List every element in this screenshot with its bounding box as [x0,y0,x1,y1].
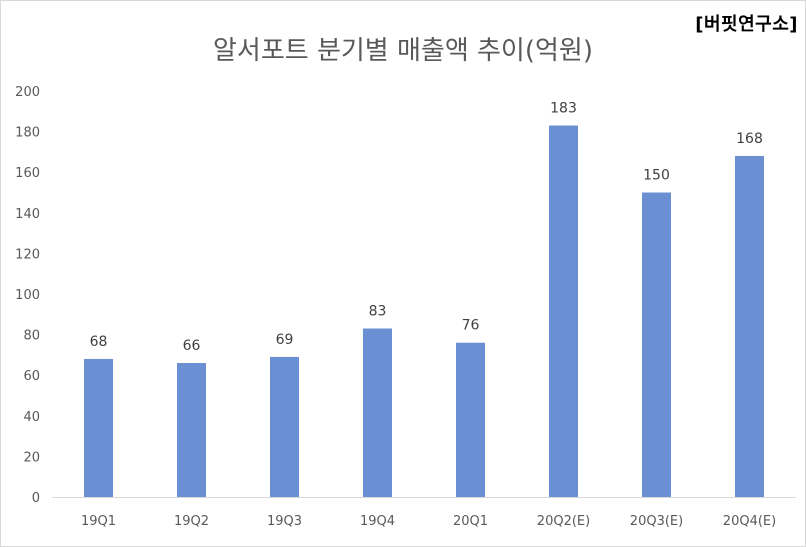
data-label: 76 [462,318,480,334]
data-label: 83 [369,304,387,320]
y-tick-label: 120 [15,247,40,262]
y-tick-label: 0 [32,491,40,506]
brand-label: [버핏연구소] [695,14,798,35]
bar-20Q2(E) [549,125,578,497]
x-tick-label: 19Q2 [174,514,209,529]
bar-20Q1 [456,342,485,497]
bars [84,125,764,497]
y-tick-label: 180 [15,126,40,141]
x-tick-label: 20Q4(E) [723,514,776,529]
y-tick-label: 80 [23,329,40,344]
data-label: 168 [736,131,763,147]
data-label: 68 [90,334,108,350]
bar-19Q4 [363,328,392,497]
y-tick-label: 160 [15,166,40,181]
x-tick-label: 20Q3(E) [630,514,683,529]
x-tick-label: 19Q4 [360,514,395,529]
y-tick-label: 40 [23,410,40,425]
data-label: 183 [550,101,577,117]
data-label: 69 [276,332,294,348]
data-labels: 68 66 69 83 76 183 150 168 [90,101,763,355]
bar-19Q1 [84,358,113,497]
y-axis-ticks: 0 20 40 60 80 100 120 140 160 180 200 [15,85,40,506]
y-tick-label: 60 [23,369,40,384]
bar-19Q3 [270,356,299,497]
bar-20Q3(E) [642,192,671,497]
bar-19Q2 [177,363,206,497]
x-tick-label: 19Q1 [81,514,116,529]
x-tick-label: 20Q1 [453,514,488,529]
x-tick-label: 19Q3 [267,514,302,529]
x-axis-ticks: 19Q1 19Q2 19Q3 19Q4 20Q1 20Q2(E) 20Q3(E) 20Q4(E… [81,514,776,529]
y-tick-label: 20 [23,450,40,465]
data-label: 150 [643,168,670,184]
data-label: 66 [183,338,201,354]
y-tick-label: 200 [15,85,40,100]
y-tick-label: 140 [15,207,40,222]
bar-20Q4(E) [735,155,764,497]
x-tick-label: 20Q2(E) [537,514,590,529]
y-tick-label: 100 [15,288,40,303]
chart-title: 알서포트 분기별 매출액 추이(억원) [213,36,593,66]
